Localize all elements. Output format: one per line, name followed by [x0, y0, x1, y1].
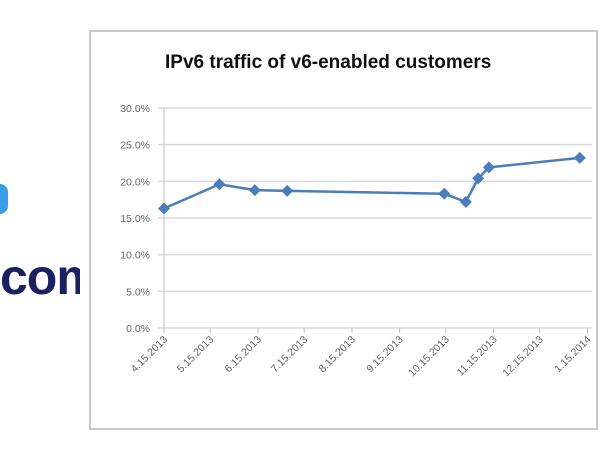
- x-tick-label: 1.15.2014: [552, 334, 594, 376]
- y-tick-label: 5.0%: [126, 286, 150, 298]
- x-tick-label: 9.15.2013: [364, 334, 406, 376]
- x-tick-label: 11.15.2013: [455, 334, 500, 379]
- data-point: [248, 184, 261, 197]
- logo: com: [0, 249, 80, 305]
- y-tick-label: 25.0%: [120, 140, 150, 152]
- y-tick-label: 15.0%: [120, 213, 150, 225]
- x-tick-label: 7.15.2013: [269, 334, 311, 376]
- x-tick-label: 6.15.2013: [223, 334, 265, 376]
- x-tick-label: 12.15.2013: [500, 334, 546, 380]
- data-point: [213, 178, 226, 191]
- y-tick-label: 0.0%: [126, 323, 150, 335]
- x-tick-label: 10.15.2013: [406, 334, 452, 380]
- data-point: [573, 151, 586, 164]
- data-point: [482, 161, 495, 174]
- y-tick-label: 10.0%: [120, 250, 150, 262]
- x-tick-label: 8.15.2013: [316, 334, 358, 376]
- chart-frame: [89, 30, 598, 430]
- data-point: [438, 187, 451, 200]
- data-point: [158, 202, 170, 215]
- x-tick-label: 4.15.2013: [129, 334, 171, 376]
- logo-circle: [0, 184, 8, 214]
- data-point: [472, 172, 485, 185]
- y-tick-label: 30.0%: [120, 103, 150, 115]
- chart-title: IPv6 traffic of v6-enabled customers: [165, 52, 492, 73]
- y-tick-label: 20.0%: [120, 176, 150, 188]
- data-point: [281, 184, 294, 197]
- data-point: [459, 195, 472, 208]
- x-tick-label: 5.15.2013: [175, 334, 217, 376]
- series-line: [163, 156, 580, 210]
